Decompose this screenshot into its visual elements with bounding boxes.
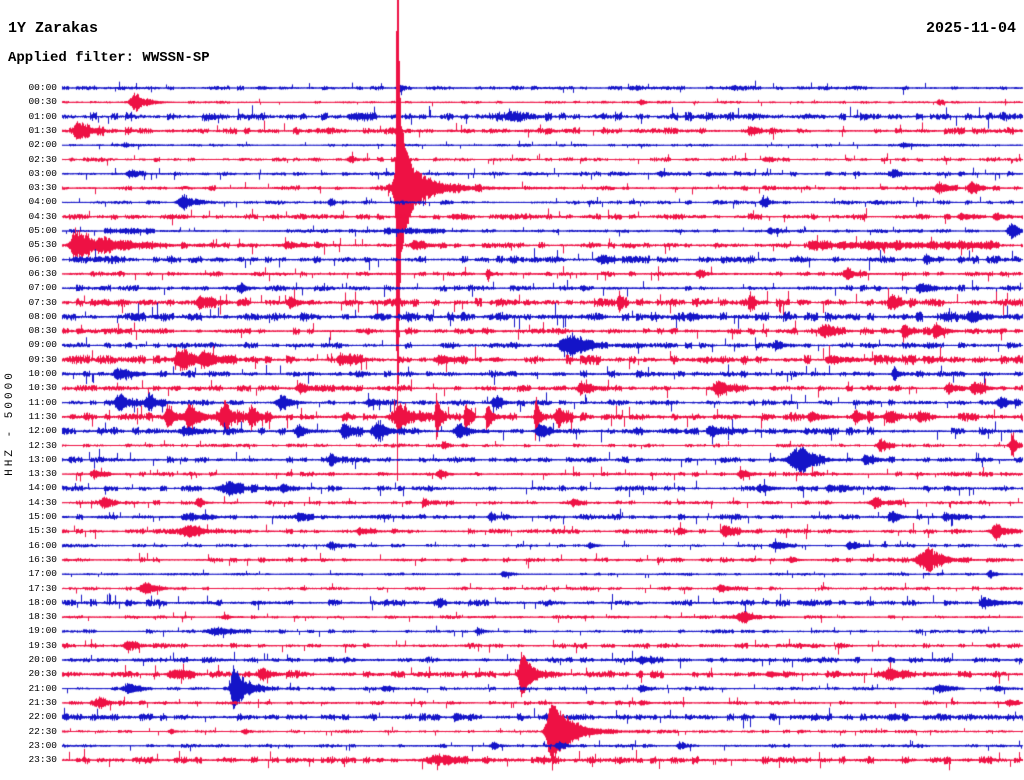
row-time-label: 00:30 [28, 96, 57, 108]
row-time-label: 12:30 [28, 439, 57, 451]
row-time-label: 08:30 [28, 325, 57, 337]
row-time-label: 14:30 [28, 496, 57, 508]
row-time-label: 04:00 [28, 196, 57, 208]
row-time-label: 15:00 [28, 511, 57, 522]
row-time-label: 07:00 [28, 282, 57, 294]
row-time-label: 23:00 [28, 739, 57, 751]
row-time-label: 11:00 [28, 396, 57, 408]
row-time-label: 22:30 [28, 725, 57, 737]
row-time-label: 11:30 [28, 410, 57, 422]
row-time-label: 00:00 [28, 82, 57, 93]
row-time-label: 18:00 [28, 596, 57, 608]
row-time-label: 10:00 [28, 368, 57, 379]
row-time-label: 09:00 [28, 339, 57, 351]
row-time-label: 02:00 [28, 139, 57, 151]
row-time-label: 15:30 [28, 525, 57, 537]
row-time-label: 17:00 [28, 568, 57, 580]
row-time-label: 21:00 [28, 682, 57, 694]
row-time-label: 17:30 [28, 582, 57, 594]
time-axis: 00:00 00:30 01:00 01:30 02:00 02:30 03:00 03:30… [0, 0, 57, 780]
row-time-label: 19:00 [28, 625, 57, 637]
row-time-label: 16:00 [28, 539, 57, 551]
row-time-label: 09:30 [28, 353, 57, 365]
date-label: 2025-11-04 [925, 20, 1016, 37]
row-time-label: 13:30 [28, 468, 57, 480]
row-time-label: 05:00 [28, 225, 57, 236]
row-time-label: 07:30 [28, 296, 57, 308]
row-time-label: 12:00 [28, 425, 57, 437]
station-title: 1Y Zarakas [8, 20, 99, 37]
row-time-label: 06:30 [28, 267, 57, 279]
row-time-label: 08:00 [28, 310, 57, 322]
row-time-label: 14:00 [28, 482, 57, 494]
row-time-label: 02:30 [28, 153, 57, 165]
row-time-label: 06:00 [28, 253, 57, 265]
row-time-label: 23:30 [28, 754, 57, 766]
row-time-label: 10:30 [28, 382, 57, 394]
filter-label: Applied filter: WWSSN-SP [8, 50, 210, 66]
row-time-label: 05:30 [28, 239, 57, 251]
row-time-label: 03:00 [28, 167, 57, 179]
row-time-label: 22:00 [28, 711, 57, 723]
row-time-label: 20:00 [28, 654, 57, 665]
row-time-label: 04:30 [28, 210, 57, 222]
row-time-label: 13:00 [28, 453, 57, 465]
row-time-label: 18:30 [28, 611, 57, 623]
row-time-label: 16:30 [28, 553, 57, 565]
row-time-label: 01:00 [28, 110, 57, 122]
row-time-label: 21:30 [28, 696, 57, 708]
row-time-label: 19:30 [28, 639, 57, 651]
row-time-label: 20:30 [28, 668, 57, 680]
row-time-label: 01:30 [28, 124, 57, 136]
row-time-label: 03:30 [28, 182, 57, 194]
